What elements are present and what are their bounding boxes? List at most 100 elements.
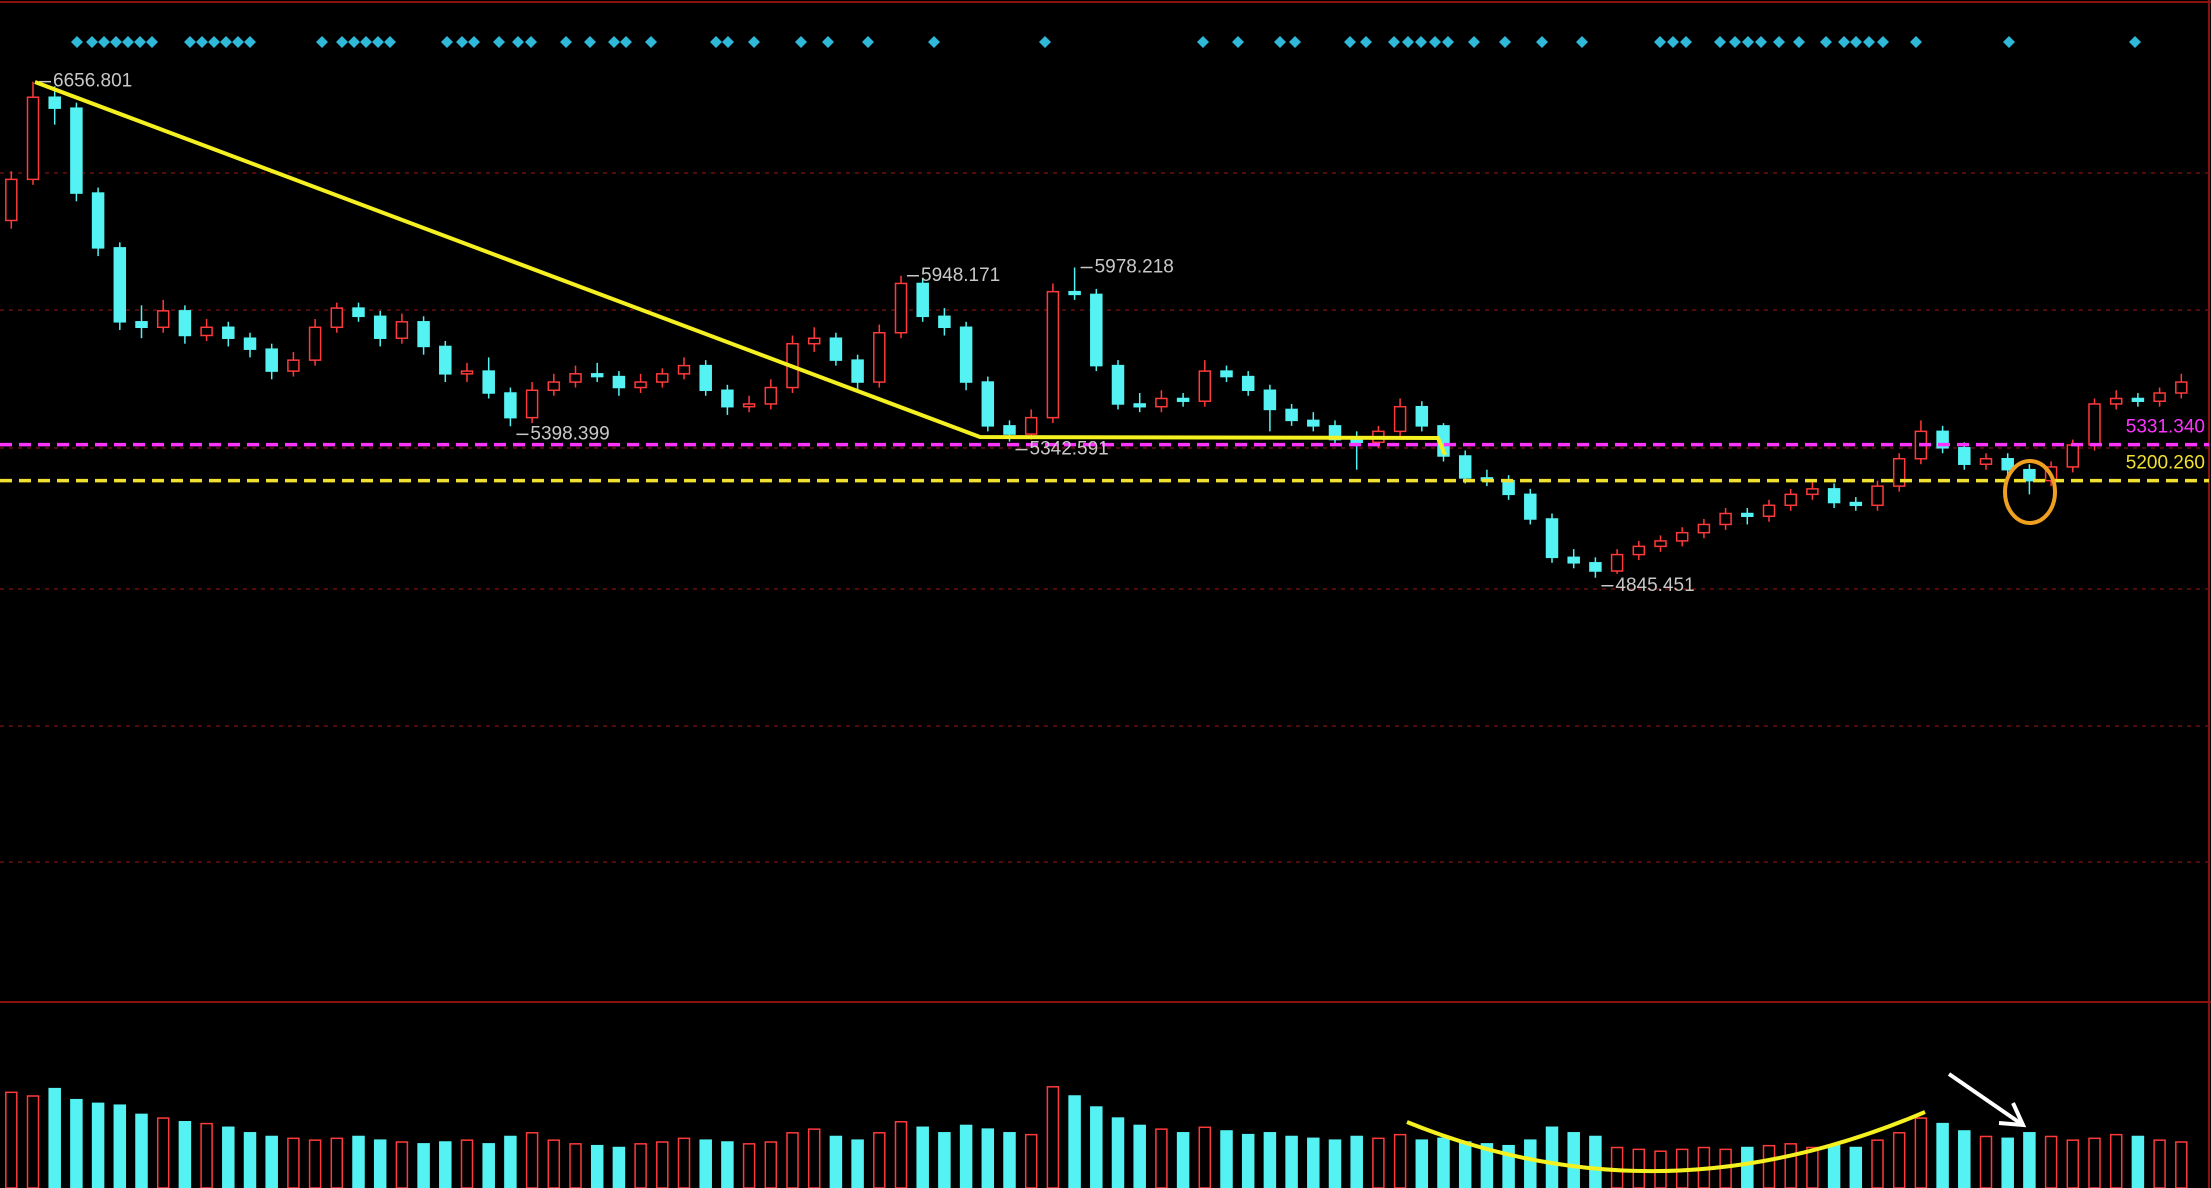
candle-body [2175, 381, 2188, 394]
candle-body [807, 337, 821, 345]
volume-bar [1241, 1133, 1255, 1188]
volume-bar [48, 1087, 61, 1188]
candle-body [569, 373, 582, 383]
signal-marker [98, 36, 110, 48]
candle-body [2023, 468, 2036, 482]
signal-marker [1536, 36, 1548, 48]
candle-body [1502, 479, 1515, 496]
signal-marker [1877, 36, 1889, 48]
candle-body [1958, 447, 1971, 465]
signal-marker [134, 36, 146, 48]
arrow-shaft [1947, 1072, 2025, 1127]
volume-bar [504, 1135, 517, 1188]
signal-marker [1820, 36, 1832, 48]
candle-body [938, 315, 951, 329]
volume-bar [1090, 1106, 1103, 1188]
volume-bar [2044, 1135, 2058, 1188]
candle-body [829, 337, 843, 361]
candle-body [1285, 408, 1298, 422]
volume-bar [352, 1135, 365, 1188]
signal-marker [1910, 36, 1922, 48]
candle-body [373, 315, 387, 339]
candle-body [352, 307, 365, 318]
volume-bar [1545, 1126, 1559, 1188]
candle-body [1458, 455, 1472, 479]
trend-line [34, 80, 1447, 456]
volume-bar [156, 1117, 170, 1188]
volume-bar [677, 1137, 691, 1188]
candle-body [742, 403, 756, 408]
volume-bar [1958, 1130, 1971, 1188]
signal-marker [372, 36, 384, 48]
candle-body [764, 386, 778, 405]
candle-body [1979, 457, 1993, 465]
volume-bar [1632, 1148, 1646, 1188]
volume-bar [26, 1095, 40, 1188]
signal-marker [220, 36, 232, 48]
signal-marker [86, 36, 98, 48]
volume-bar [265, 1135, 278, 1188]
volume-bar [1762, 1144, 1776, 1188]
signal-marker [1039, 36, 1051, 48]
volume-curve [1406, 1110, 1926, 1174]
volume-bar [1979, 1135, 1993, 1188]
candle-body [243, 337, 257, 350]
signal-marker [146, 36, 158, 48]
signal-marker [232, 36, 244, 48]
candle-body [1176, 397, 1190, 402]
signal-marker [208, 36, 220, 48]
signal-marker [456, 36, 468, 48]
signal-marker [1232, 36, 1244, 48]
signal-marker [1468, 36, 1480, 48]
volume-bar [308, 1139, 322, 1188]
signal-marker [1850, 36, 1862, 48]
volume-bar [1133, 1124, 1146, 1188]
volume-bar [1458, 1141, 1472, 1188]
annotation-label: 5948.171 [921, 265, 1000, 286]
candle-body [1111, 364, 1125, 405]
signal-marker [493, 36, 505, 48]
volume-bar [1198, 1126, 1212, 1188]
candle-body [873, 332, 886, 383]
candle-body [634, 381, 647, 389]
candle-body [1806, 488, 1819, 496]
annotation-label: 5342.591 [1030, 439, 1109, 460]
candle-body [656, 373, 669, 383]
volume-bar [547, 1139, 561, 1188]
volume-bar [916, 1126, 929, 1188]
level-label: 5200.260 [2126, 453, 2205, 474]
volume-bar [1176, 1132, 1190, 1188]
signal-marker [244, 36, 256, 48]
candle-body [1415, 405, 1429, 427]
candle-body [1220, 370, 1233, 378]
candle-body [395, 321, 409, 339]
signal-marker [1729, 36, 1741, 48]
candle-body [417, 321, 430, 348]
signal-marker [748, 36, 760, 48]
volume-bar [2001, 1137, 2014, 1188]
candle-body [1827, 488, 1841, 504]
signal-marker [1576, 36, 1588, 48]
candle-body [1393, 405, 1407, 433]
annotation-label: 4845.451 [1615, 575, 1694, 596]
volume-bar [1285, 1135, 1298, 1188]
signal-marker [1197, 36, 1209, 48]
candle-body [2066, 444, 2080, 468]
candle-body [699, 364, 712, 392]
volume-bar [1871, 1139, 1884, 1188]
volume-bar [243, 1132, 257, 1188]
volume-bar [829, 1135, 843, 1188]
volume-bar [2153, 1139, 2166, 1188]
signal-marker [645, 36, 657, 48]
volume-bar [135, 1113, 148, 1188]
annotation-label: 6656.801 [53, 71, 132, 92]
volume-bar [1003, 1132, 1016, 1188]
volume-bar [721, 1141, 734, 1188]
signal-marker [2129, 36, 2141, 48]
candle-body [1632, 545, 1646, 556]
signal-marker [384, 36, 396, 48]
candle-body [2001, 457, 2014, 471]
volume-bar [200, 1122, 213, 1188]
signal-marker [71, 36, 83, 48]
volume-bar [1307, 1137, 1320, 1188]
